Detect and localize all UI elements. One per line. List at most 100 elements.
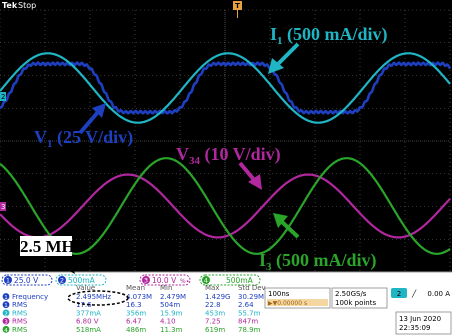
v1-annotation-base: V: [34, 127, 47, 147]
meas-row-name: RMS: [12, 326, 28, 334]
i3-annotation-sub: 3: [266, 261, 272, 273]
meas-cell: 847m: [238, 318, 258, 326]
meas-cell: 55.7m: [238, 309, 261, 317]
ch3-scale-num: 3: [144, 277, 148, 285]
ch3-scale-value: 10.0 V: [152, 276, 177, 285]
i3-annotation-base: I: [259, 250, 266, 270]
trigger-position-value: ▶▼0.00000 s: [268, 300, 307, 307]
meas-cell: 16.3: [126, 301, 142, 309]
date-value: 13 Jun 2020: [399, 315, 441, 323]
trigger-level-value: 0.00 A: [427, 290, 450, 298]
annotation-arrows: [78, 42, 300, 239]
ch2-scale-num: 2: [60, 277, 64, 285]
meas-cell: 7.25: [205, 318, 221, 326]
v34-annotation: V34 (10 V/div): [176, 144, 281, 167]
meas-row-channel: 1: [4, 295, 8, 301]
ch2-scale-value: 500mA: [68, 276, 96, 285]
trace-v1: [0, 61, 452, 115]
v1-annotation-sub: 1: [47, 138, 53, 150]
trigger-marker-label: T: [235, 2, 240, 10]
i3-annotation-rest: (500 mA/div): [272, 250, 377, 271]
meas-header-mean: Mean: [126, 284, 145, 292]
trace-i3: [0, 157, 451, 255]
ch3-ground-marker[interactable]: 3: [0, 202, 6, 211]
v1-annotation-rest: (25 V/div): [53, 127, 134, 148]
meas-cell: 356m: [126, 309, 146, 317]
meas-cell: 453m: [205, 309, 225, 317]
ch4-scale-num: 4: [204, 277, 208, 285]
meas-cell: 518mA: [76, 326, 101, 334]
waveform-traces: [0, 52, 452, 255]
meas-header-value: Value: [76, 284, 95, 292]
meas-cell: 619m: [205, 326, 225, 334]
sample-rate-value: 2.50GS/s: [335, 290, 367, 298]
ch2-ground-label: 2: [1, 93, 5, 101]
meas-row-channel: 2: [4, 311, 8, 317]
frequency-highlight: [67, 290, 129, 306]
record-length-value: 100k points: [335, 299, 376, 307]
i1-annotation: I1 (500 mA/div): [270, 24, 388, 47]
trigger-settings-panel[interactable]: 2 ╱ 0.00 A: [391, 288, 450, 298]
meas-cell: 22.8: [205, 301, 221, 309]
timebase-value: 100ns: [268, 290, 290, 298]
v34-annotation-sub: 34: [189, 155, 201, 167]
i3-annotation: I3 (500 mA/div): [259, 250, 377, 273]
acquisition-panel[interactable]: 2.50GS/s 100k points: [331, 287, 388, 309]
time-value: 22:35:09: [399, 324, 430, 332]
i1-annotation-rest: (500 mA/div): [283, 24, 388, 45]
meas-cell: 30.29M: [238, 293, 264, 301]
trigger-position-marker[interactable]: T: [233, 1, 242, 10]
meas-cell: 4.073M: [126, 293, 152, 301]
meas-cell: 2.479M: [160, 293, 186, 301]
ch4-scale-value: 500mA: [226, 276, 254, 285]
horizontal-settings-panel[interactable]: 100ns ▶▼0.00000 s: [264, 287, 331, 309]
meas-row-channel: 3: [4, 320, 8, 326]
meas-row-channel: 4: [4, 328, 8, 334]
meas-row-name: RMS: [12, 301, 28, 309]
meas-row-name: RMS: [12, 309, 28, 317]
meas-cell: 504m: [160, 301, 180, 309]
meas-row-channel-icon: [2, 325, 10, 333]
meas-cell: 15.9m: [160, 309, 183, 317]
acquisition-status: Stop: [18, 1, 36, 10]
v34-annotation-rest: (10 V/div): [200, 144, 281, 165]
datetime-panel: 13 Jun 2020 22:35:09: [395, 311, 452, 335]
ch1-scale-num: 1: [6, 277, 10, 285]
ch1-scale-badge[interactable]: 1 25.0 V: [1, 274, 53, 286]
meas-header-stddev: Std Dev: [238, 284, 266, 292]
meas-cell: 11.3m: [160, 326, 183, 334]
meas-cell: 78.9m: [238, 326, 261, 334]
meas-row-channel: 1: [4, 303, 8, 309]
meas-cell: 1.429G: [205, 293, 230, 301]
measurement-table: Value Mean Min Max Std Dev 1 Frequency 2.4…: [2, 284, 266, 334]
meas-cell: 2.495MHz: [76, 293, 111, 301]
meas-row-name: RMS: [12, 318, 28, 326]
trigger-slope-icon: ╱: [411, 289, 417, 298]
ch1-scale-value: 25.0 V: [14, 276, 39, 285]
ch3-scale-suffix: %∙: [180, 278, 189, 285]
meas-cell: 377mA: [76, 309, 101, 317]
meas-cell: 17.6: [76, 301, 92, 309]
ch2-ground-marker[interactable]: 2: [0, 92, 6, 101]
meas-cell: 2.64: [238, 301, 254, 309]
ch4-scale-badge[interactable]: 4 500mA: [199, 274, 261, 286]
ch2-scale-badge[interactable]: 2 500mA: [55, 274, 107, 286]
ch3-scale-badge[interactable]: 3 10.0 V %∙: [139, 274, 191, 286]
meas-row-channel-icon: [2, 309, 10, 317]
trigger-channel: 2: [397, 290, 401, 298]
trace-i1: [0, 52, 451, 124]
meas-cell: 6.47: [126, 318, 142, 326]
brand-label: Tek: [2, 1, 18, 10]
i1-annotation-sub: 1: [277, 35, 283, 47]
meas-row-channel-icon: [2, 301, 10, 309]
frequency-annotation: 2.5 MHz: [20, 237, 83, 256]
meas-header-min: Min: [160, 284, 172, 292]
trace-v34: [0, 173, 451, 239]
meas-row-channel-icon: [2, 293, 10, 300]
meas-row-name: Frequency: [12, 293, 48, 301]
v34-annotation-base: V: [176, 144, 189, 164]
v1-annotation: V1 (25 V/div): [34, 127, 133, 150]
meas-cell: 6.80 V: [76, 318, 99, 326]
ch3-ground-label: 3: [1, 203, 5, 211]
